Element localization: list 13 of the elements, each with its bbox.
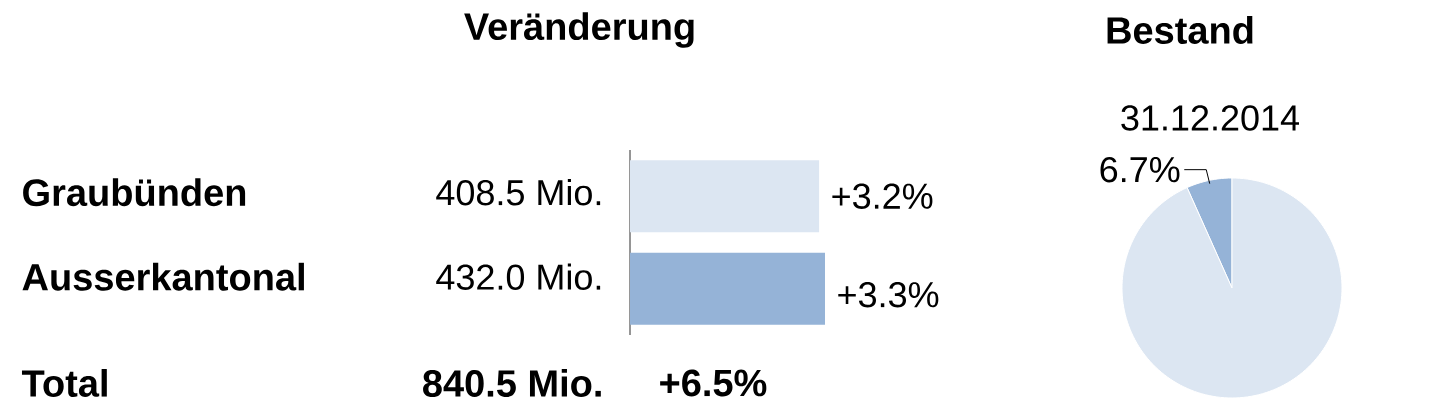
y-tick-label: Ausserkantonal: [22, 262, 304, 291]
chart-title: Veränderung: [464, 12, 694, 48]
data-label: 6.7%: [1100, 156, 1180, 183]
text: 840.5 Mio.: [423, 369, 601, 397]
data-label: +3.2%: [832, 183, 933, 209]
y-tick-label: Graubünden: [23, 178, 246, 207]
chart-title: Bestand: [1107, 16, 1253, 44]
chart-subtitle: 31.12.2014: [1121, 105, 1299, 131]
data-label: +3.3%: [838, 282, 939, 308]
text: +6.5%: [660, 369, 767, 397]
text: 408.5 Mio.: [436, 179, 601, 206]
text: Total: [21, 369, 107, 397]
text: 432.0 Mio.: [436, 263, 601, 290]
